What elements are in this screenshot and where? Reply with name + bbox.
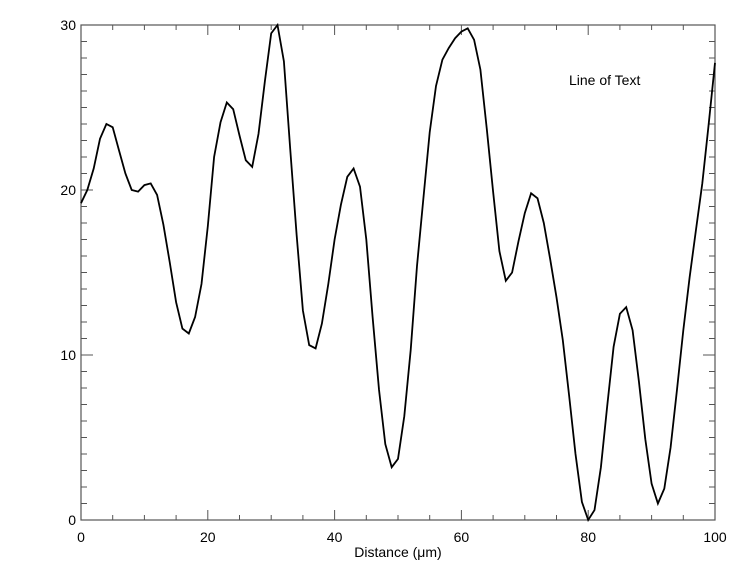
y-tick-label: 10 xyxy=(60,347,76,363)
profile-series-line xyxy=(80,22,716,523)
plot-border xyxy=(80,24,716,521)
y-tick-label: 30 xyxy=(60,17,76,33)
x-axis-title: Distance (μm) xyxy=(354,544,441,560)
y-tick-labels: 0 10 20 30 xyxy=(60,17,76,528)
x-tick-label: 20 xyxy=(200,529,216,545)
y-tick-label: 20 xyxy=(60,182,76,198)
x-tick-label: 60 xyxy=(454,529,470,545)
y-tick-label: 0 xyxy=(68,512,76,528)
x-tick-label: 40 xyxy=(327,529,343,545)
x-tick-labels: 0 20 40 60 80 100 xyxy=(77,529,727,545)
x-tick-label: 100 xyxy=(703,529,727,545)
x-tick-label: 0 xyxy=(77,529,85,545)
plot-frame xyxy=(80,24,716,521)
line-of-text-annotation: Line of Text xyxy=(569,72,640,88)
x-tick-label: 80 xyxy=(580,529,596,545)
axis-ticks xyxy=(80,24,716,521)
